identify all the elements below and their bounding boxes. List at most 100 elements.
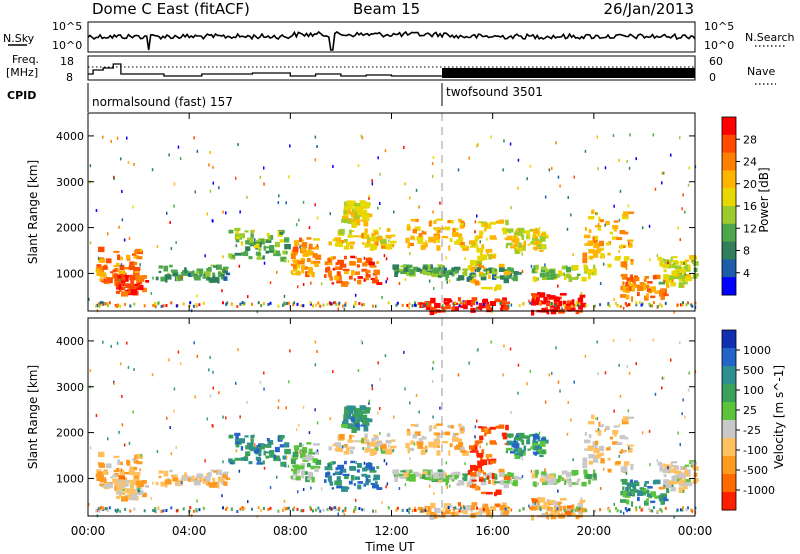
heatmap-cell: [551, 476, 555, 479]
heatmap-speck: [413, 237, 416, 241]
heatmap-cell: [212, 481, 218, 488]
heatmap-cell: [547, 482, 554, 485]
heatmap-cell: [630, 464, 634, 469]
heatmap-cell: [418, 269, 425, 272]
heatmap-cell: [466, 505, 472, 511]
heatmap-cell: [545, 271, 549, 277]
heatmap-ground-cell: [482, 303, 485, 307]
heatmap-cell: [482, 267, 486, 270]
heatmap-speck: [555, 346, 557, 350]
heatmap-ground-cell: [687, 301, 689, 305]
heatmap-cell: [507, 267, 511, 273]
heatmap-speck: [517, 158, 520, 162]
heatmap-cell: [266, 233, 270, 237]
heatmap-cell: [313, 443, 320, 446]
heatmap-cell: [494, 491, 497, 497]
heatmap-cell: [302, 251, 308, 255]
heatmap-ground-cell: [267, 303, 270, 306]
heatmap-cell: [476, 472, 481, 478]
heatmap-cell: [623, 256, 630, 261]
x-axis-label: Time UT: [364, 540, 415, 554]
heatmap-cell: [485, 491, 493, 495]
heatmap-cell: [269, 245, 275, 251]
heatmap-speck: [502, 168, 504, 172]
heatmap-speck: [625, 266, 628, 270]
heatmap-cell: [512, 480, 518, 487]
heatmap-cell: [483, 509, 488, 512]
heatmap-ground-cell: [315, 303, 317, 307]
heatmap-cell: [531, 473, 538, 479]
heatmap-cell: [133, 266, 141, 271]
heatmap-speck: [604, 371, 607, 375]
heatmap-cell: [223, 471, 229, 474]
colorbar-swatch: [722, 188, 736, 207]
heatmap-cell: [646, 493, 651, 497]
heatmap-speck: [631, 492, 633, 495]
heatmap-cell: [481, 449, 485, 454]
heatmap-cell: [534, 444, 540, 451]
heatmap-cell: [548, 271, 553, 274]
heatmap-cell: [650, 500, 656, 504]
heatmap-speck: [462, 504, 465, 508]
heatmap-ground-cell: [108, 506, 111, 510]
heatmap-cell: [623, 260, 628, 263]
heatmap-speck: [150, 496, 153, 500]
heatmap-speck: [409, 457, 411, 461]
cpid-label: CPID: [7, 89, 36, 102]
heatmap-ground-cell: [529, 301, 532, 305]
heatmap-cell: [102, 470, 108, 475]
heatmap-speck: [682, 193, 684, 197]
heatmap-ground-cell: [293, 301, 296, 305]
heatmap-speck: [413, 442, 416, 446]
heatmap-ground-cell: [242, 507, 245, 511]
nave-label: Nave: [747, 65, 775, 78]
heatmap-speck: [431, 379, 434, 383]
heatmap-speck: [302, 405, 305, 409]
heatmap-cell: [206, 473, 209, 478]
heatmap-cell: [258, 242, 262, 248]
heatmap-speck: [403, 145, 405, 149]
heatmap-ground-cell: [133, 302, 136, 306]
heatmap-speck: [361, 341, 364, 345]
heatmap-ground-cell: [518, 304, 521, 308]
x-tick-label: 20:00: [577, 524, 612, 538]
heatmap-cell: [386, 433, 391, 437]
heatmap-cell: [290, 458, 296, 465]
heatmap-cell: [483, 304, 488, 307]
heatmap-speck: [381, 501, 383, 504]
heatmap-cell: [361, 205, 367, 209]
heatmap-ground-cell: [292, 508, 295, 512]
beam-label: Beam 15: [353, 0, 420, 18]
heatmap-cell: [532, 481, 536, 487]
heatmap-ground-cell: [441, 509, 444, 513]
heatmap-ground-cell: [599, 508, 602, 512]
heatmap-speck: [528, 504, 530, 508]
heatmap-speck: [641, 431, 644, 435]
heatmap-ground-cell: [681, 508, 684, 512]
heatmap-speck: [509, 142, 512, 146]
heatmap-speck: [681, 412, 683, 416]
heatmap-cell: [284, 237, 290, 243]
heatmap-ground-cell: [269, 301, 272, 305]
heatmap-cell: [354, 412, 359, 417]
y-tick-label: 1000: [56, 472, 84, 485]
heatmap-cell: [433, 235, 440, 241]
heatmap-cell: [325, 472, 331, 477]
heatmap-speck: [572, 253, 574, 257]
heatmap-speck: [384, 354, 387, 358]
heatmap-ground-cell: [198, 303, 201, 307]
heatmap-cell: [155, 481, 159, 486]
heatmap-ground-cell: [354, 302, 357, 306]
heatmap-speck: [166, 416, 168, 420]
heatmap-cell: [654, 290, 661, 294]
heatmap-speck: [445, 256, 448, 260]
heatmap-cell: [545, 306, 548, 310]
heatmap-cell: [380, 238, 387, 244]
heatmap-ground-cell: [387, 506, 390, 510]
colorbar-tick-label: 100: [743, 384, 764, 397]
heatmap-ground-cell: [504, 507, 507, 511]
heatmap-cell: [620, 244, 623, 249]
heatmap-ground-cell: [539, 508, 542, 512]
heatmap-cell: [476, 267, 481, 273]
heatmap-speck: [263, 166, 265, 170]
